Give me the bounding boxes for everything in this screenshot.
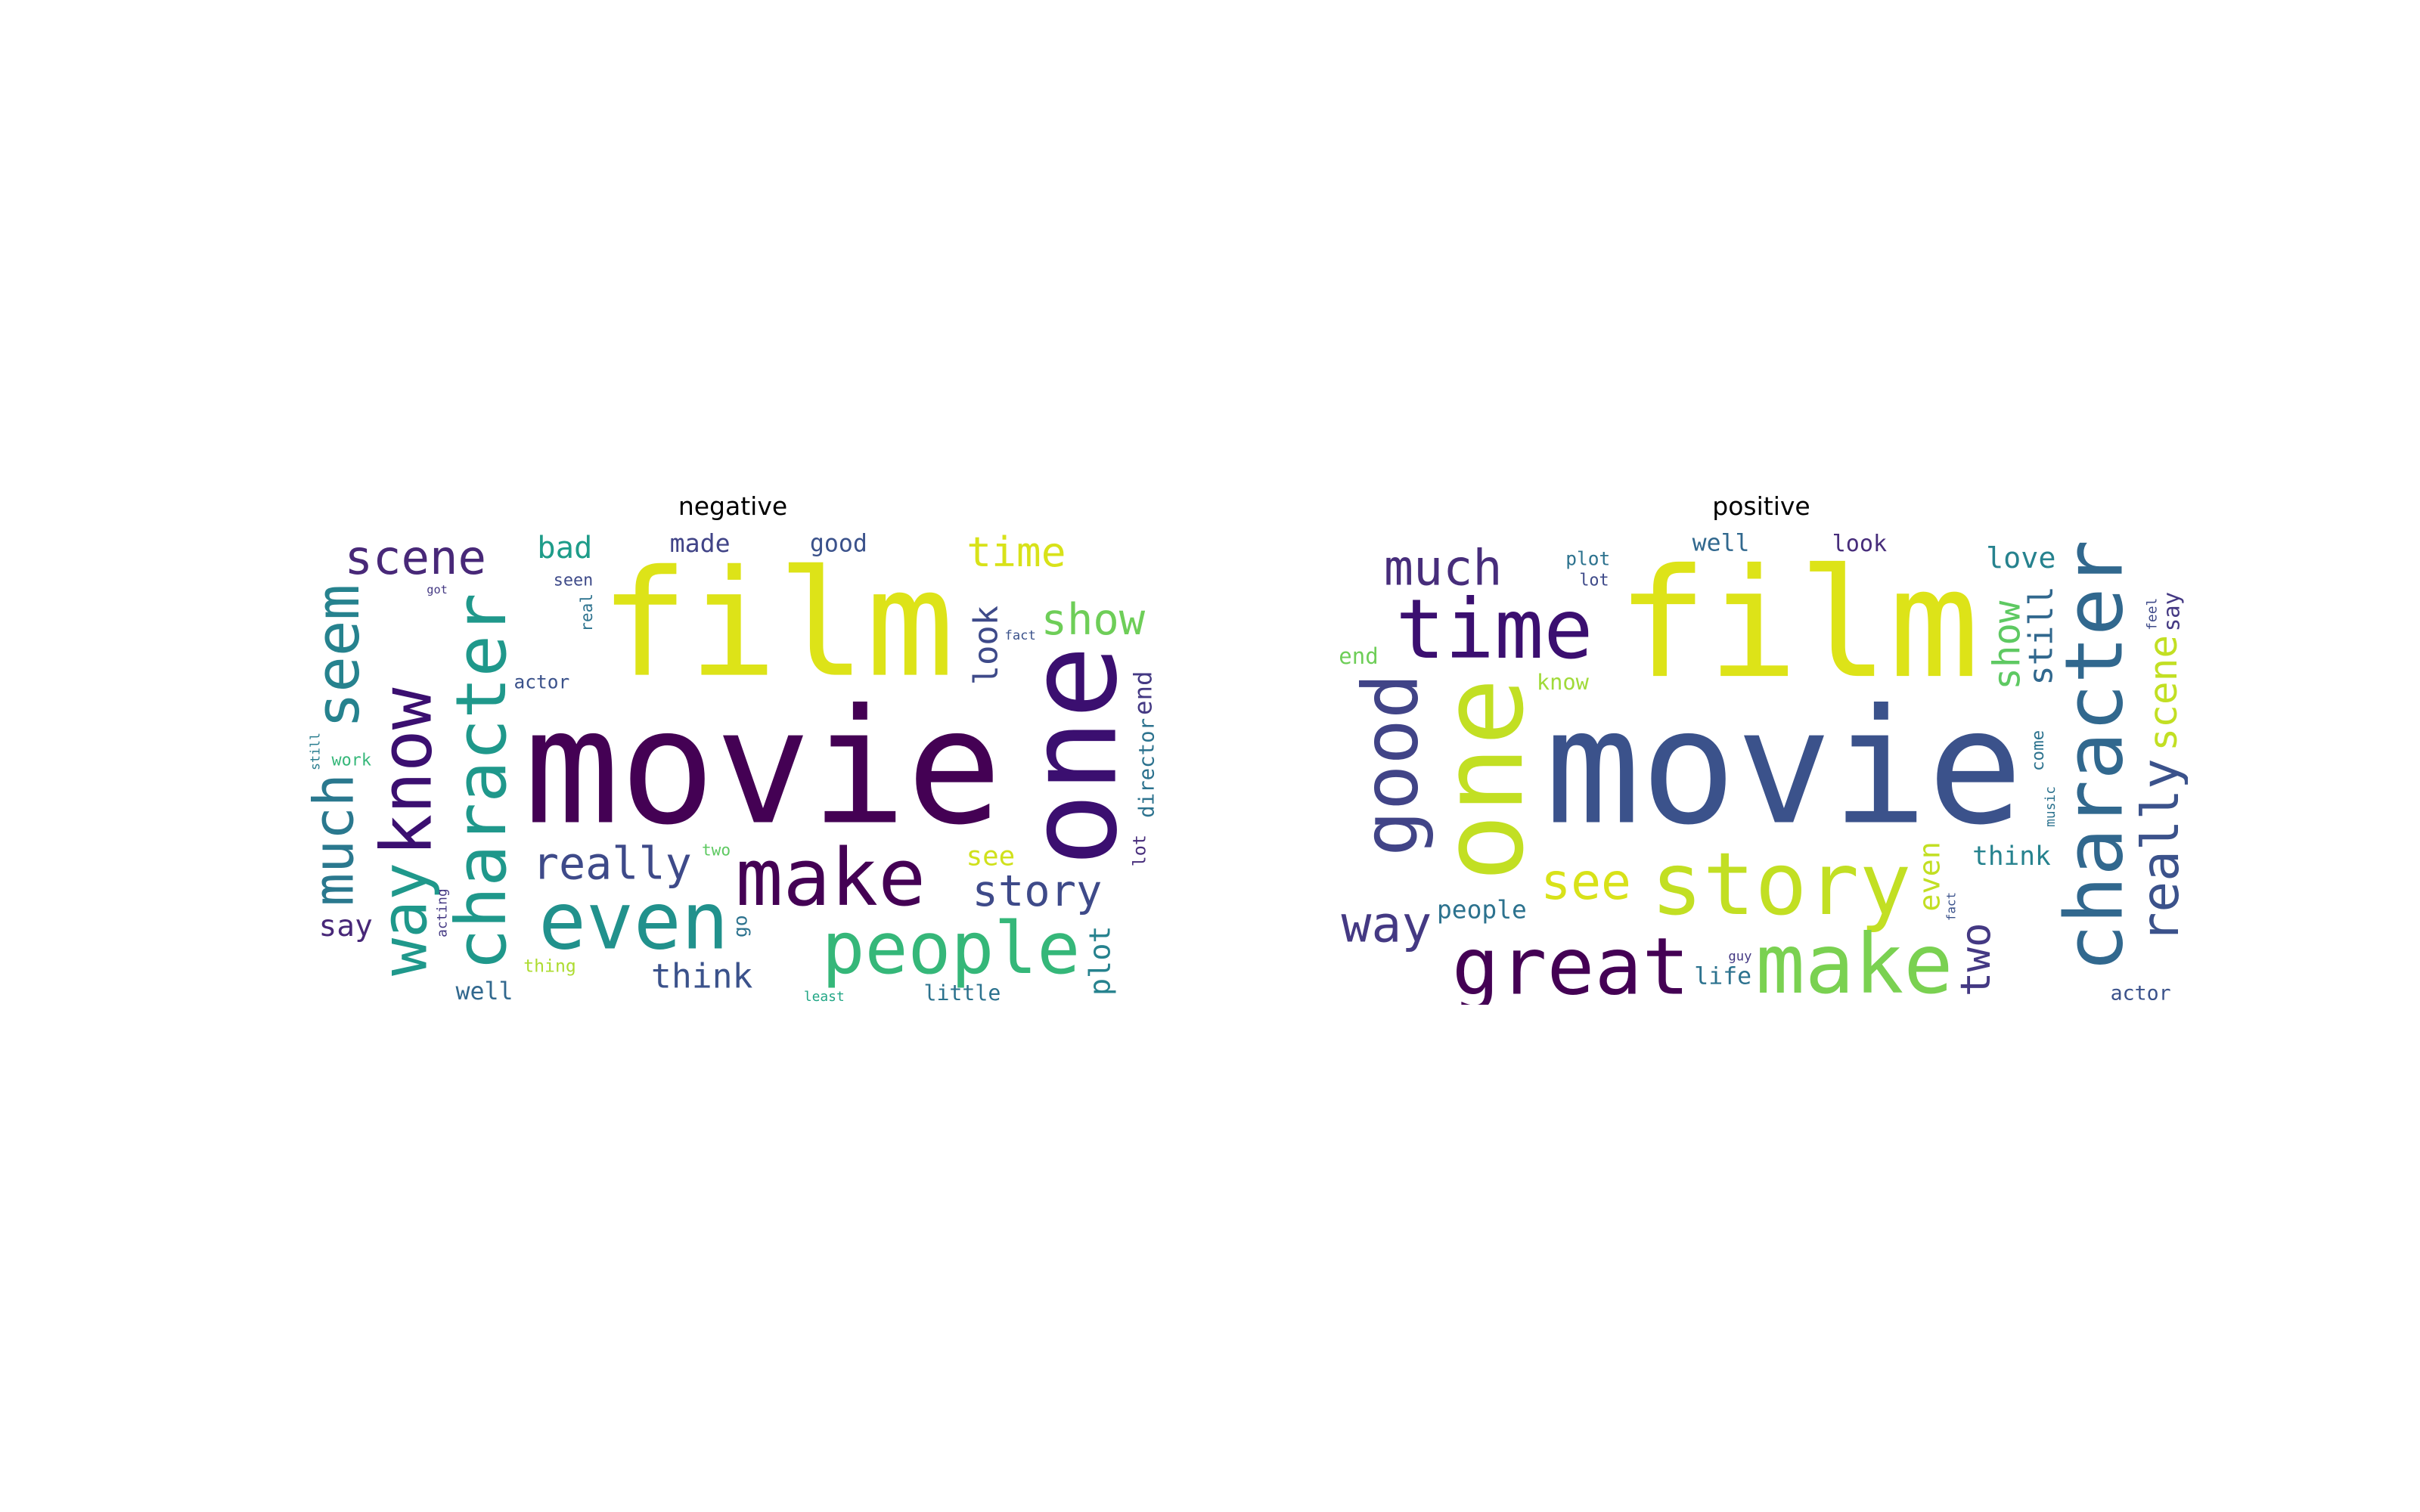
word-movie: movie <box>1545 675 2023 860</box>
word-still: still <box>309 733 323 770</box>
word-got: got <box>427 583 448 596</box>
word-film: film <box>1617 536 1979 711</box>
word-well: well <box>1692 530 1750 557</box>
word-feel: feel <box>2144 598 2160 631</box>
negative-title: negative <box>678 491 788 521</box>
word-people: people <box>822 907 1081 990</box>
word-make: make <box>735 832 926 924</box>
word-even: even <box>538 875 729 967</box>
word-little: little <box>923 981 1001 1005</box>
word-make: make <box>1755 916 1953 1005</box>
word-director: director <box>1136 718 1159 818</box>
word-guy: guy <box>1728 949 1751 964</box>
positive-title: positive <box>1712 491 1810 521</box>
word-fact: fact <box>1944 892 1959 921</box>
word-show: show <box>1985 600 2028 690</box>
positive-wordcloud: movie film one character story make time great g… <box>1335 530 2188 1005</box>
word-actor: actor <box>514 671 570 693</box>
word-movie: movie <box>524 675 1002 860</box>
word-end: end <box>1128 671 1157 715</box>
word-story: story <box>972 866 1102 916</box>
word-time: time <box>1395 581 1593 677</box>
word-plot: plot <box>1565 547 1610 569</box>
word-life: life <box>1694 963 1751 990</box>
word-thing: thing <box>523 956 576 976</box>
word-two: two <box>702 841 731 860</box>
word-well: well <box>455 978 513 1005</box>
word-scene: scene <box>345 530 487 585</box>
word-seen: seen <box>554 572 594 590</box>
word-see: see <box>1540 852 1631 911</box>
word-actor: actor <box>2111 982 2171 1005</box>
word-good: good <box>1346 673 1435 856</box>
word-still: still <box>2022 586 2061 686</box>
word-made: made <box>670 530 731 558</box>
word-really: really <box>2130 758 2188 943</box>
word-go: go <box>730 915 752 937</box>
word-much: much <box>1384 541 1503 597</box>
word-film: film <box>600 538 954 710</box>
word-think: think <box>651 957 753 996</box>
word-scene: scene <box>2142 635 2186 751</box>
word-lot: lot <box>1129 835 1150 866</box>
word-great: great <box>1452 920 1690 1005</box>
word-time: time <box>966 530 1066 576</box>
word-people: people <box>1437 894 1527 924</box>
word-character: character <box>2048 540 2141 972</box>
word-good: good <box>810 530 867 557</box>
word-see: see <box>966 841 1016 872</box>
word-work: work <box>332 751 372 770</box>
word-character: character <box>440 593 522 971</box>
word-lot: lot <box>1579 572 1609 590</box>
word-least: least <box>804 989 845 1005</box>
word-say: say <box>319 909 373 943</box>
word-love: love <box>1986 541 2055 575</box>
word-real: real <box>578 593 596 632</box>
word-seem: seem <box>307 584 373 729</box>
word-much: much <box>307 773 366 906</box>
word-bad: bad <box>537 530 592 565</box>
word-come: come <box>2028 730 2048 771</box>
word-fact: fact <box>1004 628 1035 643</box>
word-plot: plot <box>1084 925 1118 996</box>
word-acting: acting <box>435 888 451 937</box>
word-show: show <box>1041 595 1146 645</box>
negative-wordcloud: movie film one character make even people scene… <box>307 530 1159 1005</box>
word-way: way <box>368 863 441 976</box>
word-two: two <box>1952 922 2000 996</box>
word-story: story <box>1651 835 1912 935</box>
word-know: know <box>366 687 448 856</box>
word-one: one <box>1002 645 1145 866</box>
word-way: way <box>1342 894 1432 953</box>
word-think: think <box>1972 841 2051 872</box>
word-music: music <box>2043 786 2059 827</box>
word-know: know <box>1537 669 1590 695</box>
word-really: really <box>532 838 692 889</box>
word-even: even <box>1913 841 1947 911</box>
word-one: one <box>1417 677 1549 881</box>
word-end: end <box>1339 643 1378 669</box>
word-look: look <box>1832 531 1887 557</box>
word-say: say <box>2159 592 2185 631</box>
word-look: look <box>966 606 1005 685</box>
